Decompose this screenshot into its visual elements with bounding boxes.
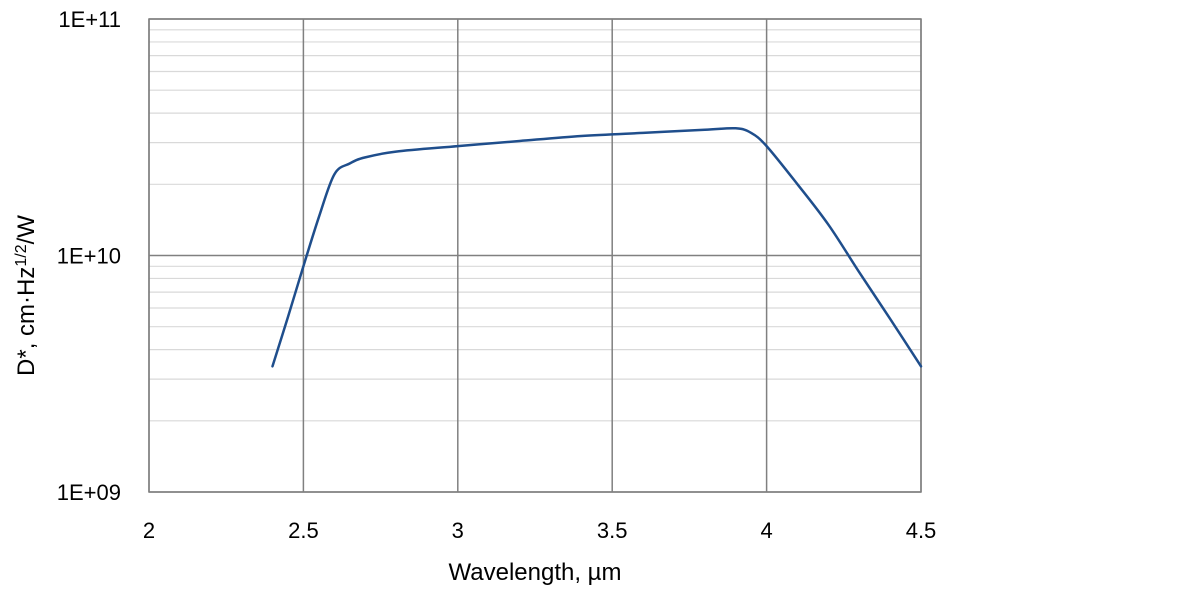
series-line-detectivity: [271, 126, 923, 368]
y-axis-title-main: D*, cm·Hz: [13, 267, 40, 376]
x-tick-label: 3: [452, 518, 464, 543]
y-axis-title: D*, cm·Hz1/2/W: [13, 215, 41, 376]
x-tick-label: 4.5: [906, 518, 937, 543]
y-axis-title-unit: /W: [13, 215, 40, 245]
y-tick-label: 1E+11: [58, 7, 121, 32]
minor-grid: [149, 29, 921, 422]
x-tick-label: 2: [143, 518, 155, 543]
plot-frame: [148, 18, 922, 493]
x-tick-labels: 2 2.5 3 3.5 4 4.5: [143, 518, 936, 543]
y-tick-label: 1E+09: [57, 480, 121, 505]
x-tick-label: 3.5: [597, 518, 628, 543]
y-axis-title-superscript: 1/2: [13, 244, 30, 266]
x-tick-label: 2.5: [288, 518, 319, 543]
y-tick-label: 1E+10: [57, 244, 121, 269]
x-tick-label: 4: [760, 518, 772, 543]
x-axis-title: Wavelength, µm: [448, 559, 621, 586]
y-tick-labels: 1E+09 1E+10 1E+11: [57, 7, 121, 505]
